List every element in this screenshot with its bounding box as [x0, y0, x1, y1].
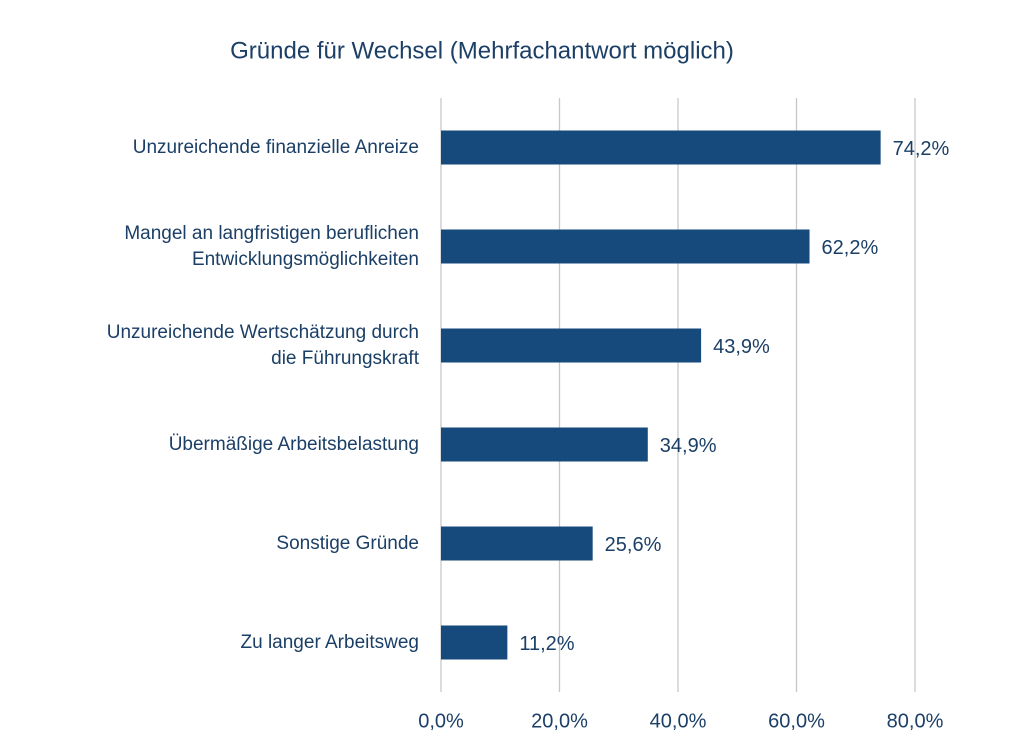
bar [441, 130, 881, 165]
category-label: Mangel an langfristigen beruflichen Entw… [124, 222, 419, 270]
category-label: Sonstige Gründe [276, 532, 419, 554]
category-label: Zu langer Arbeitsweg [240, 631, 420, 653]
category-label: Übermäßige Arbeitsbelastung [168, 433, 419, 455]
value-label: 43,9% [713, 336, 770, 358]
value-label: 25,6% [605, 534, 662, 556]
x-tick-label: 20,0% [531, 710, 588, 732]
x-tick-label: 40,0% [650, 710, 707, 732]
bar [441, 427, 648, 462]
x-tick-label: 60,0% [768, 710, 825, 732]
bar [441, 625, 508, 660]
value-label: 34,9% [660, 435, 717, 457]
bar [441, 229, 810, 264]
value-label: 11,2% [519, 633, 574, 655]
x-tick-label: 0,0% [418, 710, 464, 732]
bar [441, 526, 593, 561]
x-tick-label: 80,0% [887, 710, 944, 732]
category-label: Unzureichende finanzielle Anreize [132, 136, 419, 158]
value-label: 62,2% [822, 237, 879, 259]
category-label: Unzureichende Wertschätzung durch die Fü… [106, 321, 419, 369]
value-label: 74,2% [893, 138, 950, 160]
bar [441, 328, 702, 363]
chart-title: Gründe für Wechsel (Mehrfachantwort mögl… [230, 37, 734, 64]
